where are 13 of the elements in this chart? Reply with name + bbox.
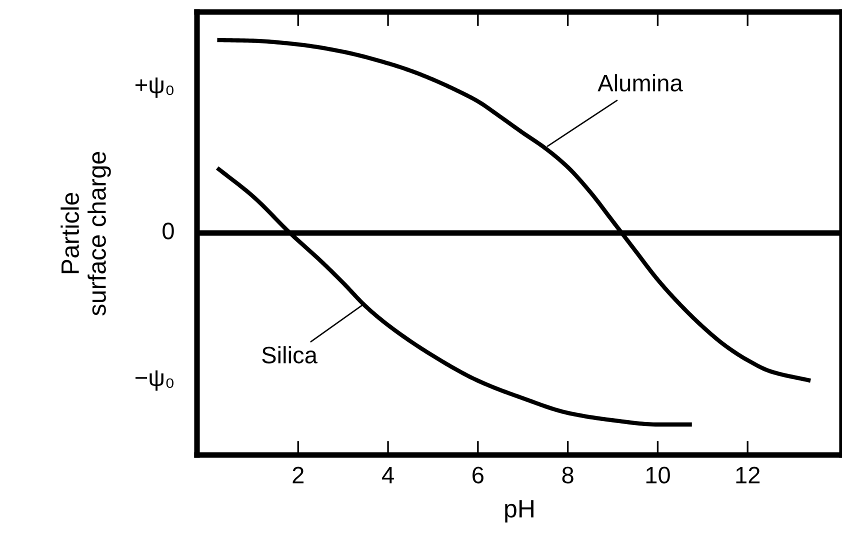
annotation: Alumina [598,74,683,92]
x-tick-label: 10 [646,466,670,484]
x-tick-label: 4 [382,466,394,484]
annotation: Silica [262,346,318,364]
x-tick-label: 12 [736,466,760,484]
x-tick-label: 6 [472,466,484,484]
text: +ψ₀ [136,78,174,98]
text: −ψ₀ [136,370,174,391]
y-axis-title: Particle surface charge [60,152,111,316]
x-axis-title: pH [505,500,534,523]
x-tick-label: 2 [292,466,304,484]
x-tick-label: 8 [562,466,574,484]
ref-line-label: 0 [162,222,174,240]
